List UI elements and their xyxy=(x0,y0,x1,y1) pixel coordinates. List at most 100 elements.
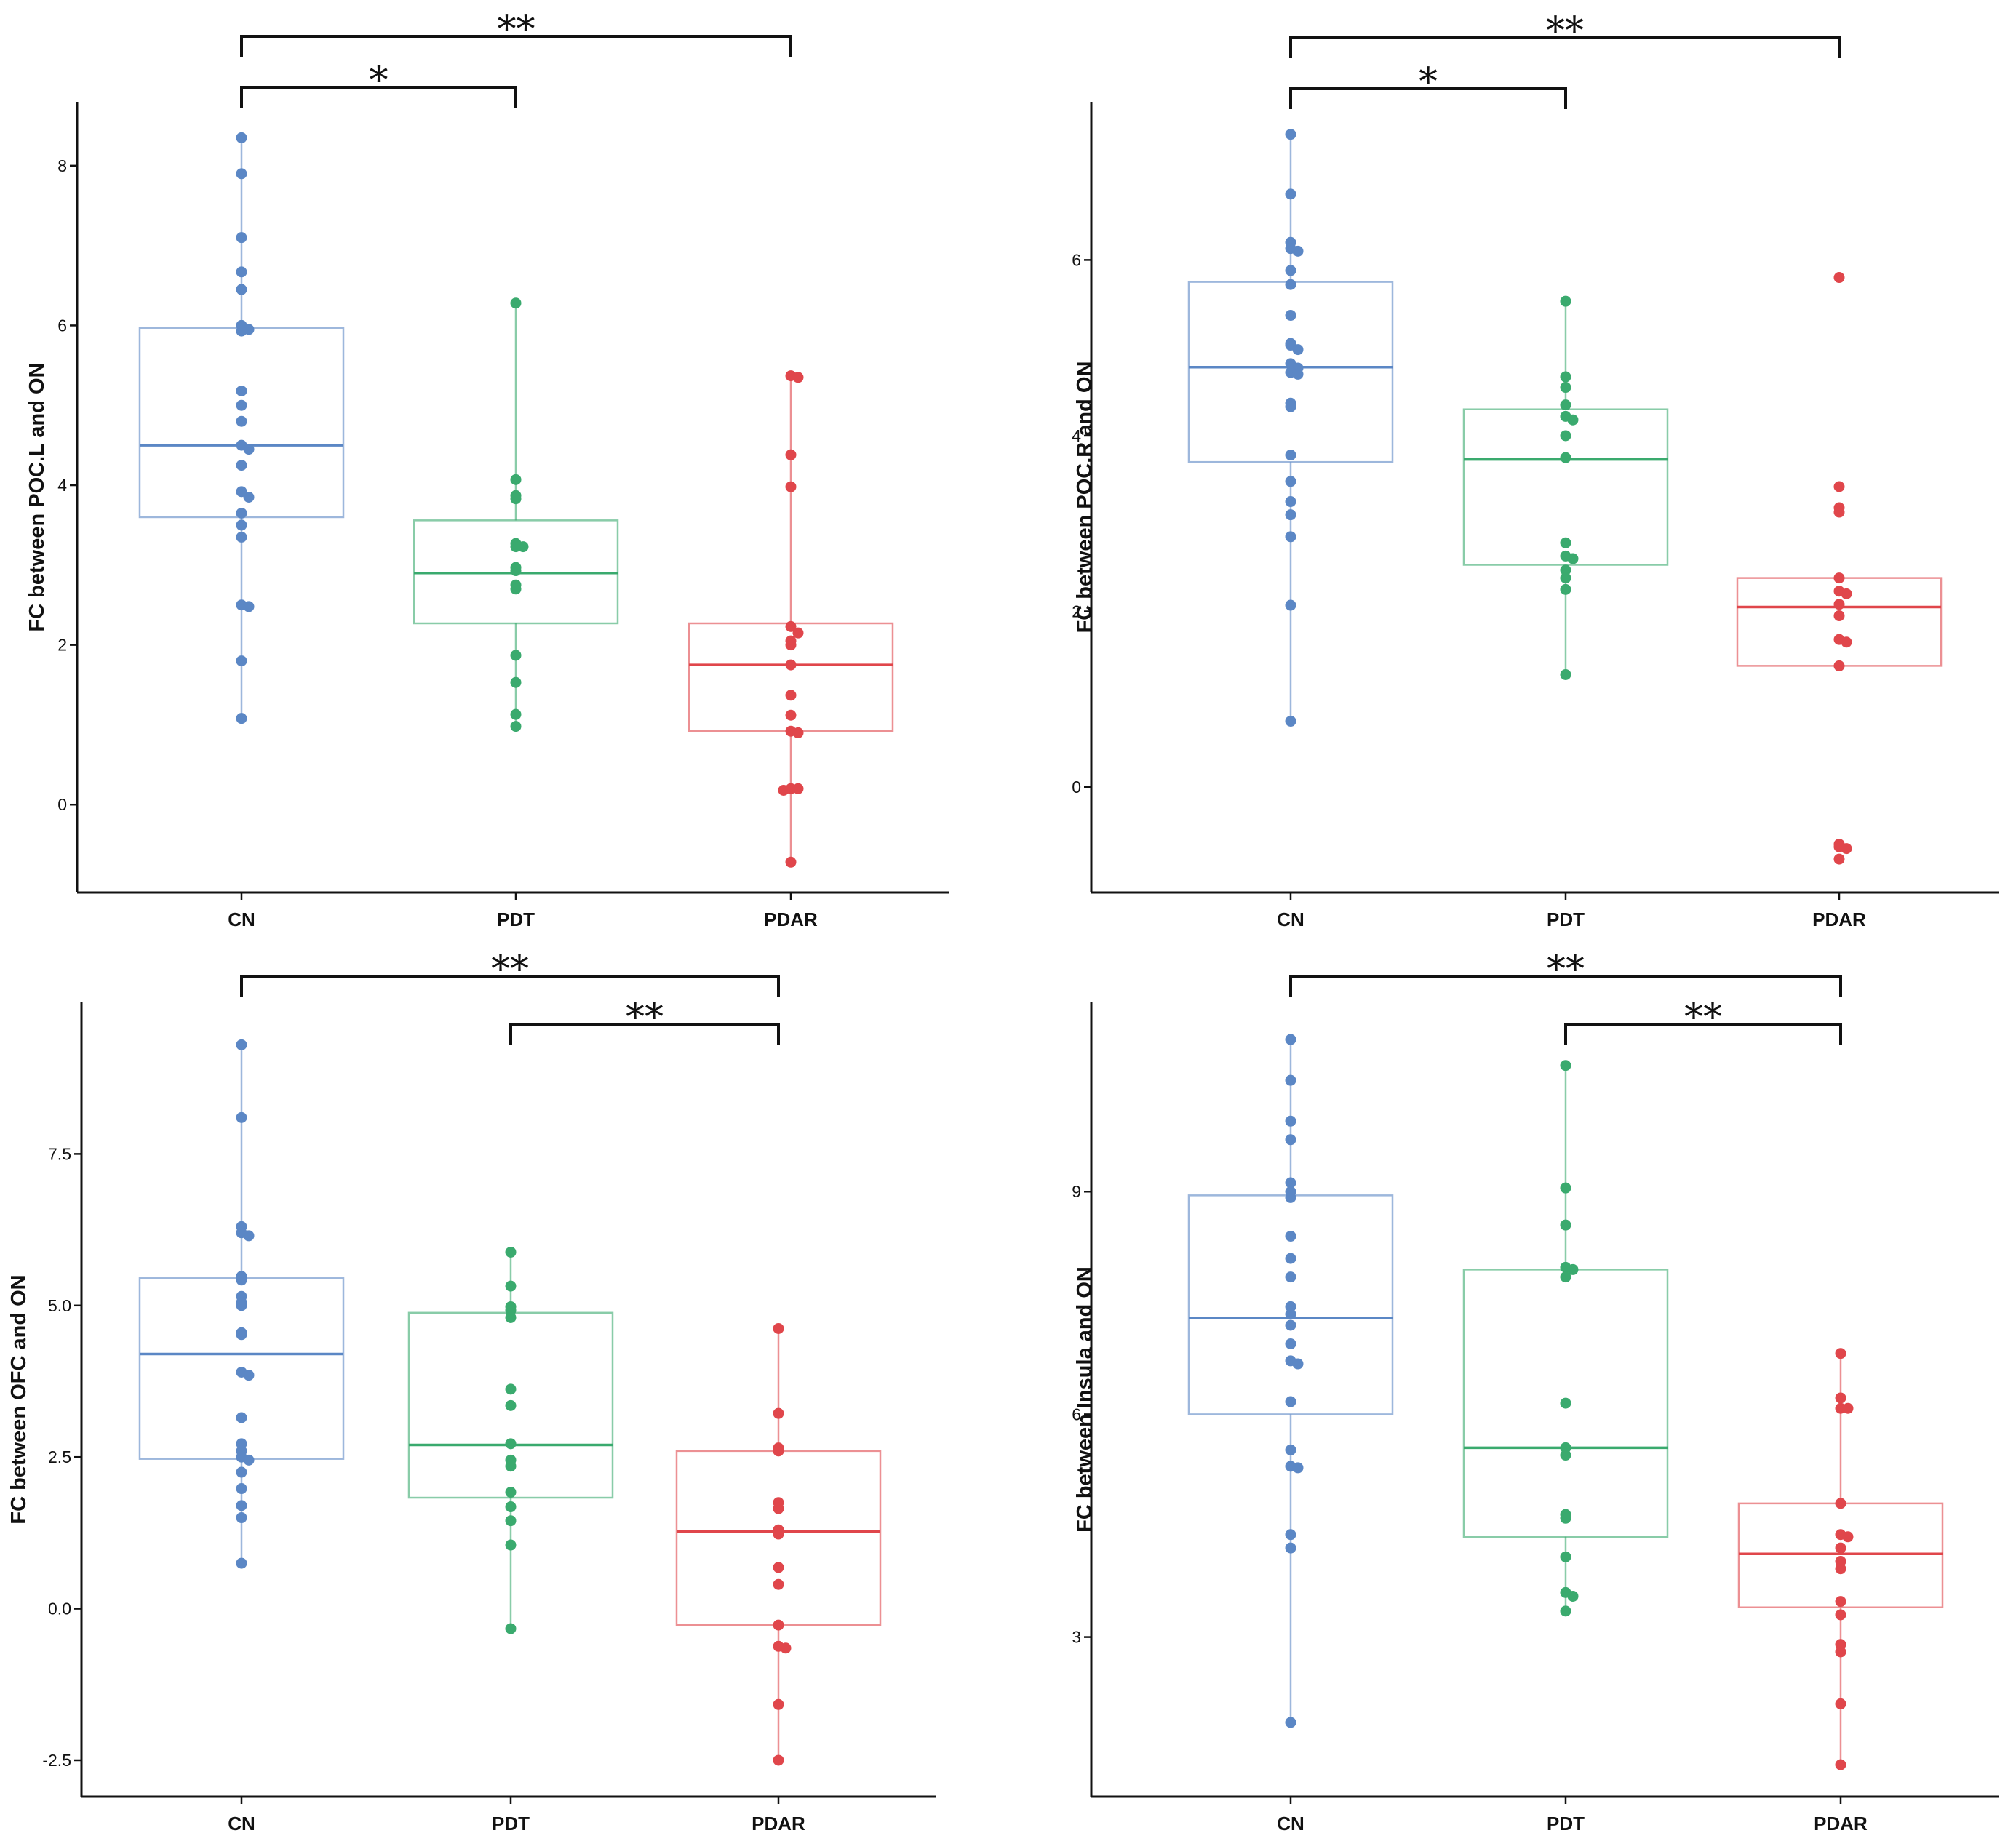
data-point xyxy=(773,1445,784,1457)
data-point xyxy=(505,1501,517,1513)
data-point xyxy=(1285,188,1296,200)
data-point xyxy=(1835,1348,1846,1359)
data-point xyxy=(243,601,255,612)
box-group-cn xyxy=(138,132,345,724)
data-point xyxy=(1285,1177,1296,1189)
data-point xyxy=(505,1487,517,1498)
data-point xyxy=(1292,1358,1304,1370)
x-category-label: PDAR xyxy=(764,908,818,930)
data-point xyxy=(510,676,522,688)
y-axis-title: FC between POC.R and ON xyxy=(1073,362,1096,634)
significance-bracket: ** xyxy=(240,8,792,57)
data-point xyxy=(1835,1759,1846,1770)
y-tick-label: 9 xyxy=(1072,1182,1081,1201)
data-point xyxy=(785,620,797,632)
data-point xyxy=(1292,368,1304,380)
data-point xyxy=(236,1329,247,1341)
data-point xyxy=(1835,1542,1846,1554)
x-category-label: PDAR xyxy=(1812,908,1866,930)
data-point xyxy=(785,639,797,651)
significance-bracket: ** xyxy=(240,948,780,997)
data-point xyxy=(517,541,529,553)
data-point xyxy=(236,1557,247,1569)
data-point xyxy=(1285,1115,1296,1127)
data-point xyxy=(1285,1074,1296,1086)
significance-bracket: ** xyxy=(1564,996,1842,1045)
data-point xyxy=(773,1754,784,1766)
data-point xyxy=(1560,399,1571,411)
significance-bracket: ** xyxy=(1289,9,1841,58)
data-point xyxy=(792,627,804,639)
data-point xyxy=(785,690,797,701)
bracket-line xyxy=(1289,36,1841,58)
data-point xyxy=(1285,450,1296,461)
box-group-cn xyxy=(1187,129,1394,727)
iqr-box xyxy=(1737,1502,1944,1609)
data-point xyxy=(1833,599,1845,610)
data-point xyxy=(1833,572,1845,584)
data-point xyxy=(236,266,247,278)
data-point xyxy=(236,460,247,471)
data-point xyxy=(1285,1253,1296,1264)
data-point xyxy=(236,713,247,724)
y-tick-label: 2 xyxy=(57,636,67,655)
data-point xyxy=(505,1311,517,1323)
significance-bracket: * xyxy=(240,59,517,108)
data-point xyxy=(236,531,247,543)
data-point xyxy=(1835,1392,1846,1404)
data-point xyxy=(773,1528,784,1540)
data-point xyxy=(1567,1590,1579,1602)
box-group-pdar xyxy=(688,370,894,868)
y-axis-title: FC between OFC and ON xyxy=(7,1274,31,1524)
data-point xyxy=(510,493,522,505)
y-tick-label: 4 xyxy=(57,476,67,495)
data-point xyxy=(236,399,247,411)
data-point xyxy=(505,1280,517,1292)
data-point xyxy=(505,1539,517,1551)
data-point xyxy=(1560,430,1571,442)
data-point xyxy=(1285,599,1296,611)
data-point xyxy=(1560,382,1571,394)
data-point xyxy=(510,565,522,577)
box-group-pdar xyxy=(1737,1348,1944,1770)
data-point xyxy=(1285,1191,1296,1203)
y-tick-label: 7.5 xyxy=(48,1144,71,1163)
data-point xyxy=(1285,509,1296,521)
significance-label: ** xyxy=(491,948,529,991)
data-point xyxy=(510,297,522,309)
significance-bracket: * xyxy=(1289,60,1567,109)
data-point xyxy=(778,784,789,796)
data-point xyxy=(236,1274,247,1286)
data-point xyxy=(1292,245,1304,257)
significance-label: ** xyxy=(626,996,664,1039)
y-tick-label: 3 xyxy=(1072,1628,1081,1647)
data-point xyxy=(236,415,247,427)
y-axis-title: FC between Insula and ON xyxy=(1073,1266,1096,1533)
data-point xyxy=(505,1246,517,1258)
box-group-pdt xyxy=(1462,1060,1669,1617)
data-point xyxy=(1285,1396,1296,1407)
box-group-pdt xyxy=(413,297,619,732)
data-point xyxy=(1560,371,1571,383)
bracket-line xyxy=(1564,1023,1842,1045)
data-point xyxy=(773,1322,784,1334)
data-point xyxy=(1567,414,1579,426)
data-point xyxy=(1285,1717,1296,1728)
data-point xyxy=(236,1412,247,1423)
significance-label: ** xyxy=(498,8,535,52)
data-point xyxy=(1285,1309,1296,1320)
data-point xyxy=(1285,279,1296,290)
y-tick-label: 4 xyxy=(1072,426,1081,445)
data-point xyxy=(1567,1263,1579,1275)
y-tick-label: 5.0 xyxy=(48,1296,71,1315)
data-point xyxy=(785,449,797,460)
data-point xyxy=(1285,1542,1296,1554)
y-tick-label: 8 xyxy=(57,156,67,175)
data-point xyxy=(1285,715,1296,727)
data-point xyxy=(236,132,247,143)
x-category-label: CN xyxy=(1277,908,1304,930)
data-point xyxy=(510,650,522,661)
data-point xyxy=(785,856,797,868)
data-point xyxy=(1833,481,1845,492)
data-point xyxy=(236,284,247,295)
